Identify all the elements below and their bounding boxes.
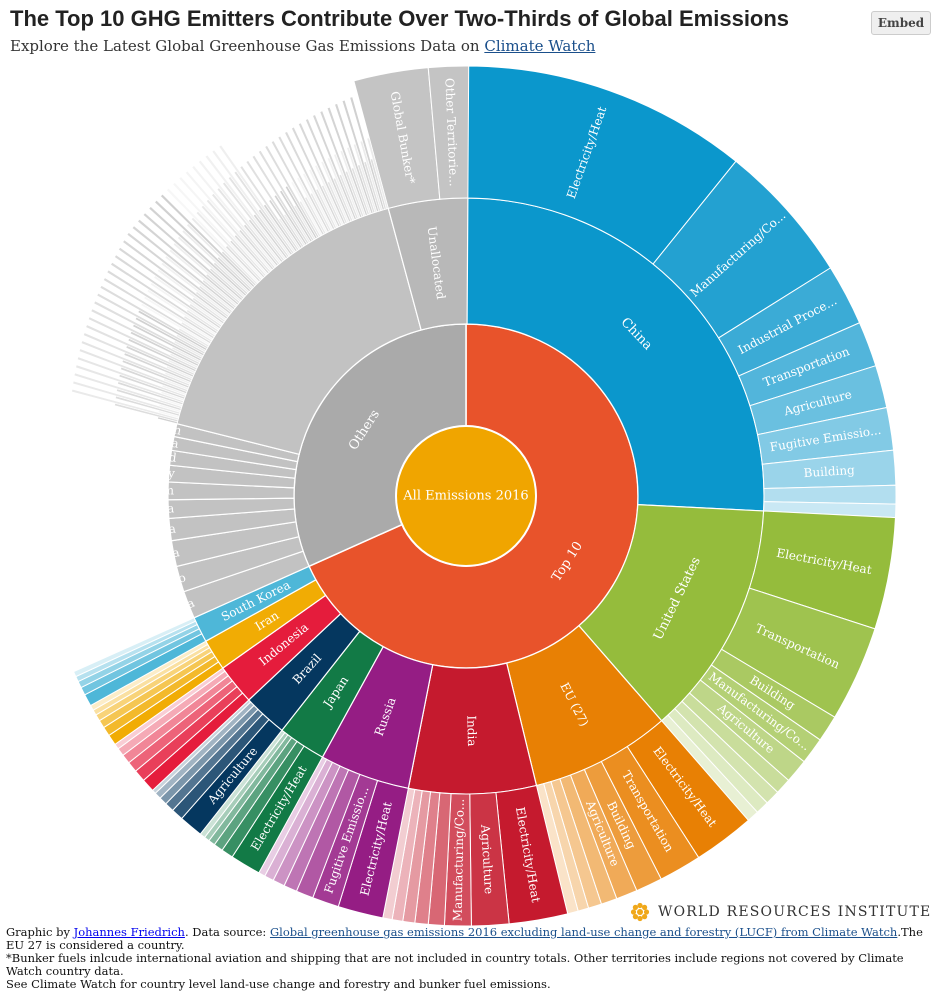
wri-name: WORLD RESOURCES INSTITUTE: [658, 904, 932, 920]
label-china-building: Building: [803, 463, 855, 480]
center-label: All Emissions 2016: [402, 489, 528, 504]
footer-credit: Graphic by Johannes Friedrich. Data sour…: [6, 926, 931, 952]
wri-logo-icon: [630, 902, 650, 922]
label-saudi-arabia: Saudi Arabia: [101, 545, 181, 574]
label-mexico: Mexico: [141, 570, 187, 596]
subtitle-text: Explore the Latest Global Greenhouse Gas…: [10, 37, 485, 55]
label-australia: Australia: [119, 522, 176, 542]
credit-prefix: Graphic by: [6, 925, 74, 939]
footer-note-lucf: See Climate Watch for country level land…: [6, 977, 551, 991]
source-prefix: . Data source:: [184, 925, 270, 939]
label-thailand: Thailand: [123, 444, 178, 465]
label-india-agriculture: Agriculture: [478, 823, 496, 894]
label-united-kingdom: United Kingdom: [74, 482, 174, 498]
label-india-manufacturing-construction: Manufacturing/Co...: [450, 799, 466, 922]
label-unallocated-other-territories: Other Territorie...: [442, 78, 460, 187]
author-link[interactable]: Johannes Friedrich: [73, 925, 185, 939]
data-source-link[interactable]: Global greenhouse gas emissions 2016 exc…: [269, 925, 898, 939]
footer-notes: Graphic by Johannes Friedrich. Data sour…: [6, 926, 931, 991]
climate-watch-link[interactable]: Climate Watch: [484, 37, 596, 55]
label-turkey: Turkey: [132, 463, 176, 480]
segment-south-korea-other[interactable]: [72, 617, 197, 678]
sliver-other-country: [366, 137, 389, 210]
center-circle[interactable]: [395, 425, 537, 567]
label-india: India: [464, 715, 479, 746]
chart-title: The Top 10 GHG Emitters Contribute Over …: [10, 6, 790, 31]
source-suffix: .The EU 27 is considered a country.: [6, 925, 923, 952]
label-south-africa: South Africa: [98, 501, 174, 518]
chart-subtitle: Explore the Latest Global Greenhouse Gas…: [10, 37, 595, 55]
wri-branding: WORLD RESOURCES INSTITUTE: [628, 900, 931, 924]
footer-note-bunker: *Bunker fuels inlcude international avia…: [6, 951, 904, 978]
embed-button[interactable]: Embed: [871, 11, 931, 35]
segment-china-other[interactable]: [763, 484, 897, 505]
segment-unallocated-other-territories[interactable]: [427, 65, 470, 200]
